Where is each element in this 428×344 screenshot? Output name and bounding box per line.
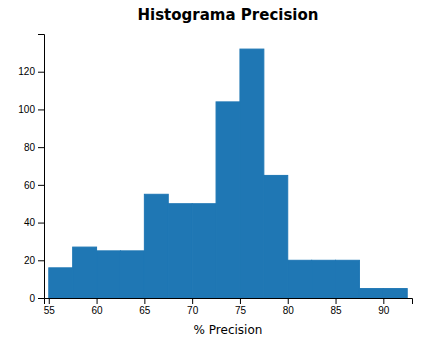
bar xyxy=(216,102,240,298)
tick: 65 xyxy=(139,298,151,316)
tick: 0 xyxy=(29,293,44,304)
tick: 90 xyxy=(378,298,390,316)
tick-mark xyxy=(49,298,50,304)
tick-mark xyxy=(38,298,44,299)
tick-label: 60 xyxy=(92,305,104,316)
x-axis-line xyxy=(45,299,413,305)
tick: 100 xyxy=(18,104,44,115)
tick-mark xyxy=(38,147,44,148)
tick-label: 70 xyxy=(187,305,199,316)
bars xyxy=(49,49,407,298)
tick-mark xyxy=(192,298,193,304)
tick: 55 xyxy=(44,298,56,316)
tick-label: 65 xyxy=(139,305,151,316)
tick-mark xyxy=(288,298,289,304)
tick-label: 80 xyxy=(24,142,36,153)
bar xyxy=(383,289,407,298)
tick: 75 xyxy=(235,298,247,316)
bar xyxy=(336,260,360,298)
tick: 60 xyxy=(24,180,44,191)
bar xyxy=(144,194,168,298)
y-axis: 0 20 40 60 80 100 120 xyxy=(18,35,44,304)
tick-label: 85 xyxy=(330,305,342,316)
tick-label: 90 xyxy=(378,305,390,316)
tick-mark xyxy=(38,185,44,186)
tick: 80 xyxy=(24,142,44,153)
tick-mark xyxy=(38,109,44,110)
x-axis: 55 60 65 70 75 80 85 90 xyxy=(44,298,413,316)
bar xyxy=(240,49,264,298)
tick-label: 75 xyxy=(235,305,247,316)
bar xyxy=(73,247,97,298)
tick: 120 xyxy=(18,66,44,77)
tick-mark xyxy=(38,72,44,73)
plot-area: 55 60 65 70 75 80 85 90 0 20 40 60 80 100 120 xyxy=(18,35,412,317)
tick-mark xyxy=(144,298,145,304)
tick-label: 80 xyxy=(283,305,295,316)
x-axis-title: % Precision xyxy=(194,323,263,337)
tick-label: 60 xyxy=(24,180,36,191)
tick-mark xyxy=(336,298,337,304)
tick-mark xyxy=(240,298,241,304)
tick: 85 xyxy=(330,298,342,316)
bar xyxy=(192,204,216,298)
tick-mark xyxy=(38,223,44,224)
tick-label: 120 xyxy=(18,66,35,77)
tick-label: 0 xyxy=(29,293,35,304)
tick: 60 xyxy=(92,298,104,316)
tick: 80 xyxy=(283,298,295,316)
tick: 20 xyxy=(24,255,44,266)
y-axis-line xyxy=(38,35,45,299)
tick-label: 20 xyxy=(24,255,36,266)
chart: 55 60 65 70 75 80 85 90 0 20 40 60 80 100 120 Histogram… xyxy=(0,0,428,344)
bar xyxy=(120,251,144,298)
tick-mark xyxy=(97,298,98,304)
tick: 70 xyxy=(187,298,199,316)
bar xyxy=(168,204,192,298)
bar xyxy=(264,175,288,298)
tick: 40 xyxy=(24,217,44,228)
title: Histograma Precision xyxy=(138,6,319,24)
tick-mark xyxy=(383,298,384,304)
tick-label: 100 xyxy=(18,104,35,115)
bar xyxy=(359,289,383,298)
bar xyxy=(97,251,121,298)
tick-mark xyxy=(38,260,44,261)
bar xyxy=(49,268,73,298)
tick-label: 40 xyxy=(24,217,36,228)
tick-label: 55 xyxy=(44,305,56,316)
bar xyxy=(288,260,312,298)
bar xyxy=(312,260,336,298)
